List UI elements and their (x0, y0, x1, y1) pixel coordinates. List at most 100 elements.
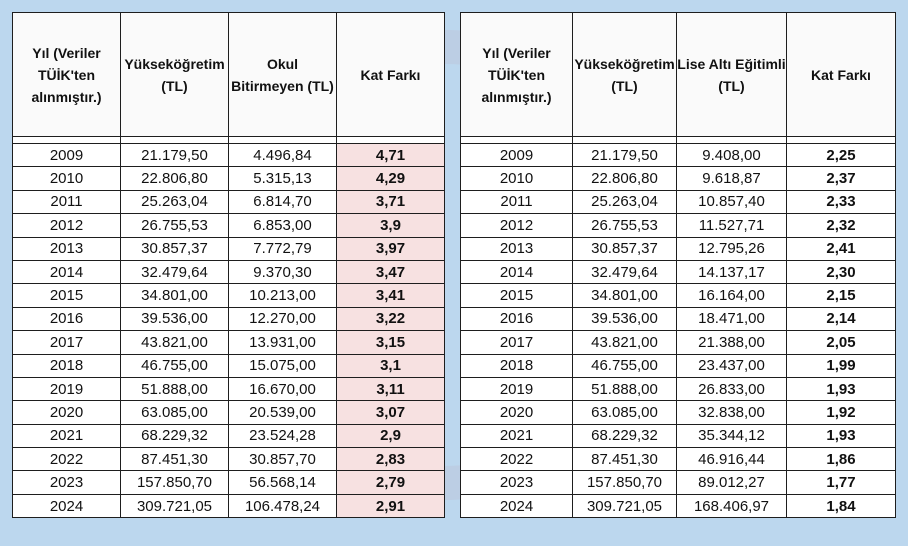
cell-factor: 2,91 (336, 493, 445, 519)
cell-year: 2015 (12, 283, 121, 308)
cell-year: 2024 (460, 493, 573, 519)
cell-year: 2016 (460, 306, 573, 332)
cell-factor: 3,97 (336, 236, 445, 261)
table-row: 2014 32.479,64 9.370,30 3,47 (12, 259, 445, 285)
spacer-cell (228, 136, 337, 144)
cell-higher-education: 26.755,53 (120, 213, 229, 238)
cell-higher-education: 25.263,04 (120, 189, 229, 215)
table-row: 2013 30.857,37 7.772,79 3,97 (12, 236, 445, 261)
cell-other-income: 12.795,26 (676, 236, 787, 261)
cell-other-income: 14.137,17 (676, 259, 787, 285)
cell-other-income: 9.408,00 (676, 142, 787, 168)
cell-other-income: 56.568,14 (228, 470, 337, 495)
cell-factor: 1,99 (786, 353, 896, 378)
cell-higher-education: 39.536,00 (572, 306, 677, 332)
cell-year: 2022 (12, 447, 121, 472)
cell-year: 2024 (12, 493, 121, 519)
cell-factor: 3,22 (336, 306, 445, 332)
cell-year: 2013 (460, 236, 573, 261)
cell-year: 2022 (460, 447, 573, 472)
cell-higher-education: 21.179,50 (572, 142, 677, 168)
cell-other-income: 10.213,00 (228, 283, 337, 308)
cell-factor: 4,29 (336, 166, 445, 191)
cell-year: 2016 (12, 306, 121, 332)
cell-year: 2019 (12, 376, 121, 402)
cell-factor: 2,05 (786, 330, 896, 355)
cell-other-income: 35.344,12 (676, 423, 787, 449)
cell-year: 2021 (12, 423, 121, 449)
cell-year: 2014 (460, 259, 573, 285)
table-row: 2018 46.755,00 23.437,00 1,99 (460, 353, 896, 378)
cell-factor: 2,25 (786, 142, 896, 168)
cell-factor: 3,41 (336, 283, 445, 308)
cell-year: 2009 (12, 142, 121, 168)
cell-year: 2010 (12, 166, 121, 191)
cell-other-income: 15.075,00 (228, 353, 337, 378)
header-no-school: Okul Bitirmeyen (TL) (228, 12, 337, 137)
cell-other-income: 9.370,30 (228, 259, 337, 285)
cell-year: 2017 (460, 330, 573, 355)
cell-factor: 3,1 (336, 353, 445, 378)
table-row: 2019 51.888,00 26.833,00 1,93 (460, 376, 896, 402)
cell-factor: 2,14 (786, 306, 896, 332)
cell-higher-education: 157.850,70 (120, 470, 229, 495)
table-row: 2024 309.721,05 168.406,97 1,84 (460, 493, 896, 519)
table-row: 2022 87.451,30 46.916,44 1,86 (460, 447, 896, 472)
cell-other-income: 11.527,71 (676, 213, 787, 238)
table-row: 2012 26.755,53 11.527,71 2,32 (460, 213, 896, 238)
table-higher-ed-vs-below-high-school: Yıl (Veriler TÜİK'ten alınmıştır.) Yükse… (460, 12, 896, 519)
table-row: 2010 22.806,80 5.315,13 4,29 (12, 166, 445, 191)
cell-year: 2020 (12, 400, 121, 425)
cell-higher-education: 51.888,00 (572, 376, 677, 402)
spacer-cell (12, 136, 121, 144)
cell-factor: 1,93 (786, 376, 896, 402)
cell-year: 2013 (12, 236, 121, 261)
cell-year: 2014 (12, 259, 121, 285)
table-row: 2016 39.536,00 18.471,00 2,14 (460, 306, 896, 332)
cell-factor: 3,15 (336, 330, 445, 355)
cell-year: 2021 (460, 423, 573, 449)
cell-year: 2023 (12, 470, 121, 495)
spacer-cell (572, 136, 677, 144)
cell-higher-education: 34.801,00 (120, 283, 229, 308)
cell-higher-education: 63.085,00 (120, 400, 229, 425)
header-row: Yıl (Veriler TÜİK'ten alınmıştır.) Yükse… (460, 12, 896, 137)
table-row: 2020 63.085,00 20.539,00 3,07 (12, 400, 445, 425)
cell-other-income: 106.478,24 (228, 493, 337, 519)
table-row: 2021 68.229,32 35.344,12 1,93 (460, 423, 896, 449)
cell-other-income: 26.833,00 (676, 376, 787, 402)
table-row: 2009 21.179,50 9.408,00 2,25 (460, 142, 896, 168)
table-row: 2023 157.850,70 56.568,14 2,79 (12, 470, 445, 495)
table-row: 2009 21.179,50 4.496,84 4,71 (12, 142, 445, 168)
cell-factor: 2,32 (786, 213, 896, 238)
cell-factor: 3,47 (336, 259, 445, 285)
cell-other-income: 16.670,00 (228, 376, 337, 402)
table-row: 2013 30.857,37 12.795,26 2,41 (460, 236, 896, 261)
table-row: 2011 25.263,04 10.857,40 2,33 (460, 189, 896, 215)
table-row: 2018 46.755,00 15.075,00 3,1 (12, 353, 445, 378)
cell-other-income: 23.524,28 (228, 423, 337, 449)
cell-higher-education: 22.806,80 (120, 166, 229, 191)
cell-higher-education: 309.721,05 (120, 493, 229, 519)
cell-higher-education: 39.536,00 (120, 306, 229, 332)
table-row: 2015 34.801,00 10.213,00 3,41 (12, 283, 445, 308)
cell-factor: 3,07 (336, 400, 445, 425)
cell-higher-education: 46.755,00 (120, 353, 229, 378)
cell-higher-education: 21.179,50 (120, 142, 229, 168)
cell-higher-education: 87.451,30 (120, 447, 229, 472)
cell-higher-education: 30.857,37 (572, 236, 677, 261)
cell-factor: 2,9 (336, 423, 445, 449)
cell-year: 2015 (460, 283, 573, 308)
cell-factor: 2,30 (786, 259, 896, 285)
cell-higher-education: 51.888,00 (120, 376, 229, 402)
cell-year: 2011 (460, 189, 573, 215)
header-year: Yıl (Veriler TÜİK'ten alınmıştır.) (12, 12, 121, 137)
table-row: 2022 87.451,30 30.857,70 2,83 (12, 447, 445, 472)
cell-year: 2018 (12, 353, 121, 378)
cell-other-income: 20.539,00 (228, 400, 337, 425)
cell-other-income: 30.857,70 (228, 447, 337, 472)
header-factor: Kat Farkı (336, 12, 445, 137)
cell-other-income: 23.437,00 (676, 353, 787, 378)
table-row: 2014 32.479,64 14.137,17 2,30 (460, 259, 896, 285)
table-row: 2017 43.821,00 21.388,00 2,05 (460, 330, 896, 355)
